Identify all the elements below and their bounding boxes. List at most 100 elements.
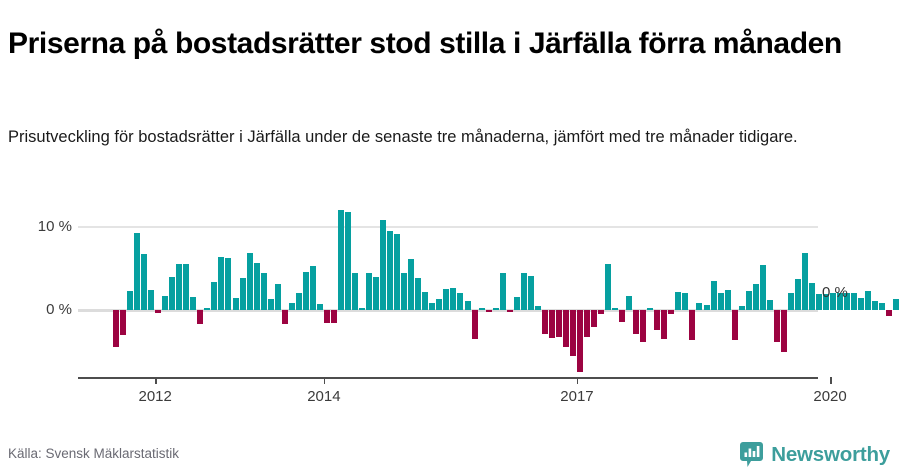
bar xyxy=(717,293,724,310)
bar xyxy=(253,262,260,310)
bar xyxy=(794,279,801,310)
bar xyxy=(675,291,682,310)
bar xyxy=(527,275,534,310)
bar xyxy=(141,253,148,310)
bar xyxy=(830,293,837,310)
bar xyxy=(492,308,499,310)
bar xyxy=(858,298,865,310)
bar xyxy=(808,282,815,310)
bar-chart: 0 %10 % 0 % 20122014201720202022 xyxy=(0,190,900,425)
x-axis-tick-label: 2012 xyxy=(138,388,172,405)
bar xyxy=(605,264,612,310)
bar xyxy=(337,210,344,310)
bar xyxy=(148,290,155,310)
x-axis-tick-label: 2014 xyxy=(307,388,341,405)
bar xyxy=(513,296,520,310)
bar xyxy=(710,280,717,310)
bar xyxy=(534,305,541,310)
x-axis-tick-mark xyxy=(576,377,579,384)
source-note: Källa: Svensk Mäklarstatistik xyxy=(8,446,180,461)
bar xyxy=(232,297,239,310)
bar xyxy=(569,310,576,357)
bar xyxy=(738,305,745,310)
bar xyxy=(302,271,309,310)
bar xyxy=(478,307,485,310)
bar xyxy=(837,293,844,310)
bar xyxy=(851,293,858,310)
bar xyxy=(844,293,851,310)
bar xyxy=(450,288,457,310)
bar xyxy=(344,212,351,310)
bar xyxy=(682,293,689,310)
bar-series xyxy=(78,190,900,380)
bar xyxy=(295,293,302,310)
bar xyxy=(401,273,408,310)
bar xyxy=(380,219,387,310)
bar xyxy=(752,284,759,310)
bar xyxy=(591,310,598,328)
bar xyxy=(541,310,548,335)
bar xyxy=(619,310,626,323)
bar xyxy=(703,305,710,310)
bar xyxy=(661,310,668,340)
bar xyxy=(773,310,780,343)
bar xyxy=(548,310,555,339)
bar xyxy=(225,257,232,310)
brand-logo: Newsworthy xyxy=(740,440,890,470)
bar xyxy=(190,296,197,310)
bar xyxy=(647,307,654,310)
page-title: Priserna på bostadsrätter stod stilla i … xyxy=(8,27,842,61)
x-axis-line xyxy=(78,377,818,379)
bar xyxy=(274,284,281,310)
bar xyxy=(485,310,492,313)
bar xyxy=(584,310,590,338)
bar xyxy=(576,310,583,373)
bar xyxy=(654,310,661,330)
bar xyxy=(801,252,808,310)
bar xyxy=(745,290,752,310)
bar xyxy=(506,310,513,312)
gridline-0 xyxy=(78,309,818,312)
bar xyxy=(260,273,267,310)
bar xyxy=(246,252,253,310)
bar xyxy=(633,310,640,335)
bar xyxy=(823,294,830,310)
bar xyxy=(724,290,731,310)
bar xyxy=(162,295,169,310)
bar xyxy=(323,310,330,324)
bar xyxy=(281,310,288,325)
bar xyxy=(288,303,295,310)
bar xyxy=(893,299,900,310)
bar xyxy=(155,310,162,314)
bar xyxy=(436,299,443,310)
bar xyxy=(612,307,619,310)
bar xyxy=(127,290,134,310)
bar xyxy=(696,303,703,310)
bar xyxy=(668,310,675,315)
bar xyxy=(330,310,337,324)
bar xyxy=(780,310,787,352)
y-axis-tick-label: 0 % xyxy=(46,301,72,318)
bar xyxy=(471,310,478,340)
bar xyxy=(555,310,562,337)
bar xyxy=(766,300,773,310)
bar xyxy=(787,293,794,310)
x-axis-tick-mark xyxy=(830,377,832,384)
bar xyxy=(872,300,879,310)
bar xyxy=(731,310,738,340)
brand-name: Newsworthy xyxy=(771,443,890,466)
bar-chart-bubble-icon xyxy=(740,442,764,468)
bar xyxy=(204,308,211,310)
bar xyxy=(759,265,766,310)
bar xyxy=(520,273,527,310)
bar xyxy=(134,232,141,310)
page-subtitle: Prisutveckling för bostadsrätter i Järfä… xyxy=(8,127,798,146)
bar xyxy=(309,266,316,310)
bar xyxy=(113,310,119,348)
bar xyxy=(457,293,464,310)
bar xyxy=(429,303,436,310)
bar xyxy=(562,310,569,348)
bar xyxy=(415,278,422,310)
bar xyxy=(640,310,647,342)
bar xyxy=(267,299,274,310)
